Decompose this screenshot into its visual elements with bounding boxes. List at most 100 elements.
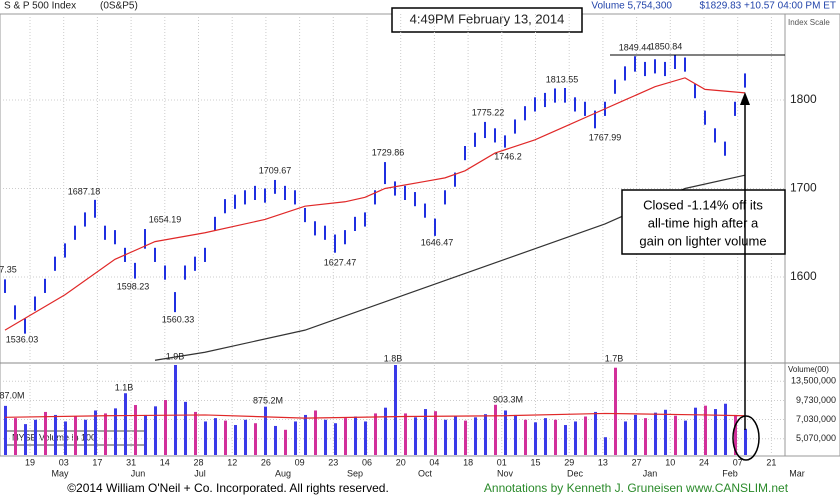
volume-bar bbox=[414, 417, 417, 455]
month-label: Sep bbox=[347, 468, 363, 478]
volume-bar bbox=[444, 419, 447, 455]
volume-bar bbox=[584, 416, 587, 455]
volume-bar bbox=[204, 421, 207, 455]
volume-bar bbox=[264, 406, 267, 455]
annotation-line: Closed -1.14% off its bbox=[643, 197, 763, 212]
x-tick-label: 15 bbox=[530, 457, 540, 467]
volume-bar bbox=[164, 400, 167, 455]
x-tick-label: 12 bbox=[227, 457, 237, 467]
y-tick-label: 1600 bbox=[790, 269, 817, 283]
volume-bar bbox=[404, 413, 407, 455]
volume-bar bbox=[534, 422, 537, 455]
volume-note: 87.0M bbox=[0, 390, 25, 400]
price-note: 1813.55 bbox=[546, 74, 579, 84]
volume-bar bbox=[104, 413, 107, 455]
volume-bar bbox=[434, 411, 437, 455]
volume-bar bbox=[634, 414, 637, 455]
volume-bar bbox=[614, 367, 617, 455]
volume-bar bbox=[364, 421, 367, 455]
x-tick-label: 31 bbox=[126, 457, 136, 467]
x-tick-label: 20 bbox=[396, 457, 406, 467]
volume-bar bbox=[284, 429, 287, 455]
volume-bar bbox=[394, 365, 397, 455]
volume-bar bbox=[744, 428, 747, 455]
volume-bar bbox=[574, 421, 577, 455]
volume-bar bbox=[74, 416, 77, 455]
month-label: Aug bbox=[275, 468, 291, 478]
x-tick-label: 28 bbox=[193, 457, 203, 467]
price-note: 1627.47 bbox=[324, 257, 357, 267]
volume-note: 1.1B bbox=[115, 382, 134, 392]
month-label: May bbox=[51, 468, 69, 478]
volume-bar bbox=[724, 403, 727, 455]
volume-bar bbox=[544, 418, 547, 455]
volume-bar bbox=[554, 419, 557, 455]
annotation-line: all-time high after a bbox=[648, 215, 759, 230]
month-label: Nov bbox=[497, 468, 514, 478]
volume-tick-label: 13,500,000 bbox=[791, 376, 836, 386]
volume-note: 1.8B bbox=[384, 353, 403, 363]
volume-note: 1.9B bbox=[166, 351, 185, 361]
price-note: 1536.03 bbox=[6, 334, 39, 344]
x-tick-label: 06 bbox=[362, 457, 372, 467]
volume-bar bbox=[474, 417, 477, 455]
x-tick-label: 27 bbox=[632, 457, 642, 467]
volume-bar bbox=[324, 419, 327, 455]
month-label: Feb bbox=[722, 468, 738, 478]
month-label: Jan bbox=[643, 468, 658, 478]
volume-bar bbox=[134, 405, 137, 455]
volume-bar bbox=[594, 411, 597, 455]
footer-credit: Annotations by Kenneth J. Gruneisen www.… bbox=[484, 481, 789, 495]
price-note: 1709.67 bbox=[259, 165, 292, 175]
x-tick-label: 07 bbox=[733, 457, 743, 467]
volume-bar bbox=[514, 414, 517, 455]
volume-bar bbox=[114, 408, 117, 455]
volume-bar bbox=[344, 418, 347, 455]
x-tick-label: 14 bbox=[160, 457, 170, 467]
volume-bar bbox=[94, 410, 97, 455]
volume-tick-label: 5,070,000 bbox=[796, 433, 836, 443]
volume-bar bbox=[504, 410, 507, 455]
volume-bar bbox=[154, 406, 157, 455]
volume-ellipse bbox=[732, 415, 760, 461]
volume-bar bbox=[294, 421, 297, 455]
annotation-line: gain on lighter volume bbox=[639, 233, 766, 248]
x-tick-label: 13 bbox=[598, 457, 608, 467]
volume-note: 875.2M bbox=[253, 395, 283, 405]
price-note: 1687.18 bbox=[68, 186, 101, 196]
timestamp-box bbox=[391, 7, 583, 33]
volume-bar bbox=[14, 418, 17, 455]
x-tick-label: 09 bbox=[295, 457, 305, 467]
volume-tick-label: 7,030,000 bbox=[796, 414, 836, 424]
volume-axis-label: Volume(00) bbox=[788, 365, 829, 374]
timestamp: 4:49PM February 13, 2014 bbox=[410, 11, 565, 26]
x-tick-label: 23 bbox=[328, 457, 338, 467]
volume-bar bbox=[184, 401, 187, 455]
month-label: Jul bbox=[194, 468, 206, 478]
x-tick-label: 01 bbox=[497, 457, 507, 467]
volume-note: 1.7B bbox=[605, 353, 624, 363]
index-scale-label: Index Scale bbox=[788, 18, 830, 27]
volume-bar bbox=[734, 414, 737, 455]
price-note: 1729.86 bbox=[372, 147, 405, 157]
volume-bar bbox=[454, 415, 457, 455]
volume-bar bbox=[244, 419, 247, 455]
volume-bar bbox=[54, 414, 57, 455]
y-tick-label: 1800 bbox=[790, 92, 817, 106]
volume-bar bbox=[654, 412, 657, 455]
volume-bar bbox=[384, 407, 387, 455]
x-tick-label: 19 bbox=[25, 457, 35, 467]
volume-bar bbox=[564, 425, 567, 455]
x-tick-label: 17 bbox=[92, 457, 102, 467]
x-tick-label: 24 bbox=[699, 457, 709, 467]
title: S & P 500 Index bbox=[4, 1, 76, 12]
volume-bar bbox=[374, 413, 377, 455]
price-note: 1646.47 bbox=[421, 237, 454, 247]
volume-bar bbox=[224, 420, 227, 455]
x-tick-label: 29 bbox=[564, 457, 574, 467]
price-note: 1849.44 bbox=[619, 42, 652, 52]
volume-bar bbox=[314, 410, 317, 455]
volume-bar bbox=[64, 421, 67, 455]
volume-tick-label: 9,730,000 bbox=[796, 395, 836, 405]
